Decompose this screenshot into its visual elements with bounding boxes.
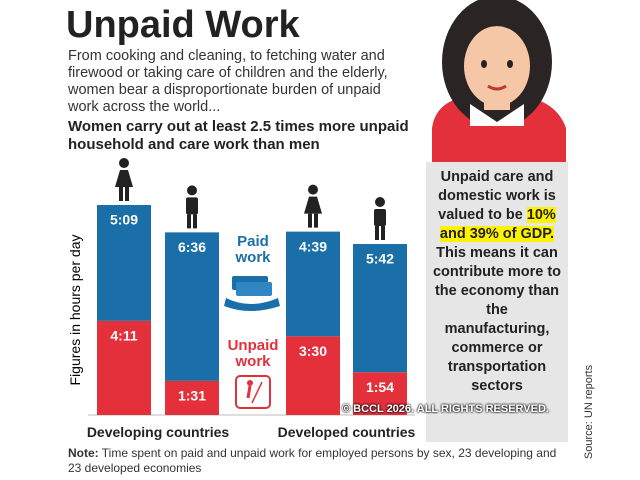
note-label: Note: — [68, 446, 99, 460]
bar-segment — [165, 380, 219, 415]
money-icon — [224, 276, 280, 311]
person-leg — [193, 214, 197, 229]
value-label: 1:54 — [366, 379, 394, 395]
title: Unpaid Work — [66, 4, 300, 46]
callout-text: This means it can contribute more to the… — [432, 245, 562, 394]
note: Note: Time spent on paid and unpaid work… — [68, 446, 568, 476]
value-label: 3:30 — [299, 343, 327, 359]
bar-segment — [97, 205, 151, 321]
person-head — [187, 185, 197, 196]
person-leg — [381, 226, 385, 240]
callout-text: Unpaid care and domestic work is valued … — [438, 169, 556, 223]
person-icon — [374, 197, 386, 240]
bar-segment — [286, 231, 340, 337]
value-label: 4:39 — [299, 238, 327, 254]
value-label: 6:36 — [178, 239, 206, 255]
legend-label: Unpaid work — [227, 337, 279, 370]
value-label: 4:11 — [110, 328, 137, 344]
mop-icon — [235, 375, 271, 409]
bar-segment — [286, 336, 340, 415]
person-head — [375, 197, 385, 207]
group-label: Developed countries — [277, 424, 416, 440]
bar-segment — [97, 320, 151, 415]
person-icon — [304, 184, 322, 228]
legend-label: Paid work — [235, 233, 271, 266]
subtitle: From cooking and cleaning, to fetching w… — [68, 48, 388, 115]
group-label: Developing countries — [86, 424, 230, 440]
value-label: 1:31 — [178, 388, 206, 404]
person-head — [308, 184, 318, 195]
person-leg — [119, 187, 123, 202]
person-leg — [308, 213, 312, 228]
note-text: Time spent on paid and unpaid work for e… — [68, 446, 557, 475]
y-axis-label: Figures in hours per day — [67, 235, 83, 386]
callout: Unpaid care and domestic work is valued … — [432, 168, 562, 396]
person-body — [186, 197, 198, 215]
bar-segment — [165, 232, 219, 381]
source: Source: UN reports — [583, 364, 595, 459]
person-head — [119, 158, 129, 169]
person-leg — [187, 214, 191, 229]
person-body — [374, 209, 386, 226]
bar-segment — [353, 244, 407, 373]
person-leg — [314, 213, 318, 228]
watermark: © BCCL 2026. ALL RIGHTS RESERVED. — [342, 403, 549, 415]
value-label: 5:09 — [110, 212, 138, 228]
person-body — [115, 170, 133, 188]
heading: Women carry out at least 2.5 times more … — [68, 118, 409, 153]
bar-segment — [353, 372, 407, 415]
person-icon — [115, 158, 133, 202]
woman-illustration — [432, 0, 566, 166]
value-label: 5:42 — [366, 251, 394, 267]
person-icon — [186, 185, 198, 229]
person-body — [304, 196, 322, 214]
person-leg — [375, 226, 379, 240]
person-leg — [125, 187, 129, 202]
